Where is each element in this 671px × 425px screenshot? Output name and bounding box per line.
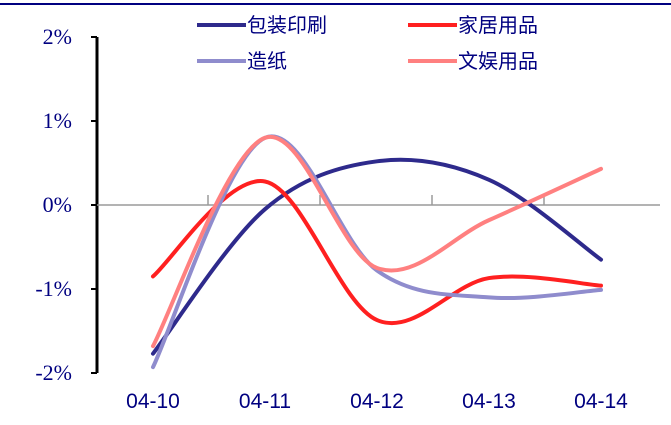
y-tick-label: 0% xyxy=(43,192,72,217)
series-line-3 xyxy=(151,135,603,349)
legend-label-wenyu: 文娱用品 xyxy=(458,49,538,73)
y-tick-label: -2% xyxy=(35,360,72,385)
y-tick-label: -1% xyxy=(35,276,72,301)
x-tick-label: 04-13 xyxy=(462,390,516,413)
legend-label-zaozhi: 造纸 xyxy=(247,49,287,73)
x-tick-label: 04-10 xyxy=(126,390,180,413)
x-tick-label: 04-14 xyxy=(574,390,628,413)
x-axis-labels: 04-10 04-11 04-12 04-13 04-14 xyxy=(126,390,628,413)
y-tick-label: 2% xyxy=(43,24,72,49)
x-tick-label: 04-11 xyxy=(239,390,291,413)
legend-label-baozhuang: 包装印刷 xyxy=(247,13,327,37)
y-tick-label: 1% xyxy=(43,108,72,133)
series-line-0 xyxy=(151,157,603,356)
legend: 包装印刷 家居用品 造纸 文娱用品 xyxy=(197,13,538,73)
legend-label-jiaju: 家居用品 xyxy=(458,13,538,37)
x-tick-label: 04-12 xyxy=(350,390,404,413)
zero-baseline xyxy=(97,195,660,206)
series-lines xyxy=(151,134,603,370)
series-line-2 xyxy=(151,134,603,370)
series-line-1 xyxy=(151,179,603,325)
y-axis: 2% 1% 0% -1% -2% xyxy=(35,24,99,385)
